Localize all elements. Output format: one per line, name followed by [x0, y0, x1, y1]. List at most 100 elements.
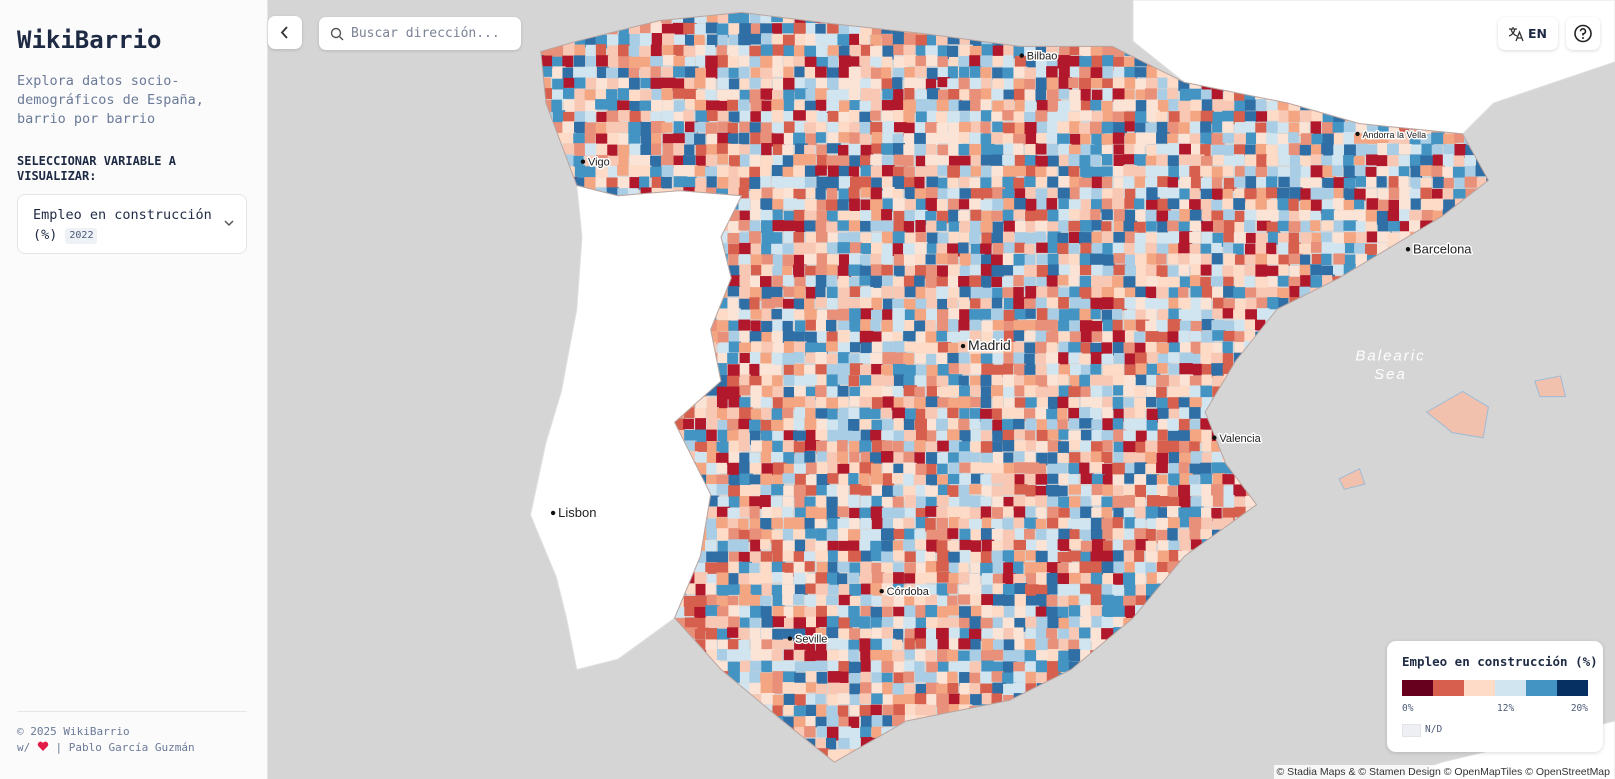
map-cell: [749, 231, 761, 245]
map-cell: [1465, 144, 1477, 156]
map-cell: [1245, 176, 1257, 190]
map-cell: [970, 166, 984, 177]
map-cell: [749, 572, 762, 586]
map-cell: [893, 89, 904, 103]
map-cell: [761, 143, 772, 156]
map-cell: [948, 452, 960, 464]
map-cell: [816, 507, 828, 522]
map-cell: [1300, 155, 1312, 169]
map-cell: [1079, 45, 1092, 58]
map-cell: [881, 165, 895, 177]
map-cell: [948, 363, 960, 374]
map-cell: [1002, 176, 1016, 191]
map-cell: [662, 45, 675, 56]
map-cell: [904, 210, 918, 222]
map-cell: [750, 320, 761, 333]
map-cell: [628, 132, 641, 145]
map-cell: [650, 23, 663, 36]
map-cell: [1079, 209, 1092, 221]
map-cell: [1102, 111, 1117, 123]
map-cell: [771, 133, 785, 147]
map-cell: [727, 418, 741, 433]
map-cell: [838, 254, 851, 268]
map-cell: [1245, 121, 1256, 135]
map-cell: [1222, 462, 1234, 474]
map-cell: [1311, 133, 1326, 145]
map-cell: [1090, 352, 1103, 365]
map-cell: [826, 210, 838, 222]
map-cell: [947, 253, 959, 266]
map-cell: [1299, 144, 1313, 157]
map-cell: [717, 408, 729, 422]
map-cell: [992, 78, 1005, 91]
map-cell: [1443, 177, 1454, 189]
map-cell: [1189, 188, 1200, 199]
map-cell: [1267, 231, 1281, 245]
map-cell: [1013, 506, 1026, 519]
map-cell: [838, 23, 852, 36]
map-cell: [837, 550, 851, 562]
map-cell: [1179, 529, 1190, 544]
map-cell: [749, 154, 761, 169]
map-cell: [1036, 242, 1050, 253]
map-cell: [1124, 188, 1139, 200]
map-cell: [1024, 254, 1036, 268]
map-cell: [761, 507, 775, 519]
map-cell: [1124, 198, 1138, 209]
map-cell: [992, 67, 1003, 81]
map-cell: [1299, 209, 1311, 221]
map-cell: [1080, 551, 1094, 564]
map-cell: [849, 155, 863, 167]
map-cell: [716, 143, 731, 154]
map-cell: [859, 473, 870, 487]
map-cell: [980, 342, 993, 357]
map-cell: [640, 89, 652, 101]
map-cell: [1080, 540, 1094, 555]
map-cell: [892, 407, 906, 421]
map-cell: [1135, 210, 1149, 222]
map-cell: [727, 221, 741, 234]
map-cell: [1013, 253, 1028, 268]
map-cell: [969, 77, 984, 89]
map-cell: [1355, 176, 1367, 187]
map-cell: [739, 485, 754, 499]
map-cell: [1200, 110, 1215, 124]
map-cell: [749, 297, 760, 310]
map-cell: [661, 67, 675, 78]
map-cell: [760, 419, 775, 434]
map-cell: [881, 275, 896, 287]
map-cell: [683, 595, 698, 609]
map-cell: [1134, 67, 1149, 78]
map-cell: [948, 496, 960, 509]
map-cell: [937, 440, 952, 452]
map-cell: [1014, 583, 1027, 597]
map-cell: [958, 199, 972, 210]
map-cell: [1179, 188, 1190, 200]
map-cell: [728, 551, 742, 565]
map-cell: [882, 298, 895, 311]
map-cell: [870, 529, 885, 542]
map-cell: [1233, 287, 1246, 299]
map-cell: [739, 506, 752, 518]
map-cell: [662, 100, 676, 111]
map-cell: [915, 155, 929, 167]
map-cell: [815, 297, 827, 308]
map-cell: [1035, 463, 1047, 477]
map-cell: [903, 155, 914, 167]
map-cell: [826, 529, 839, 542]
map-cell: [1047, 121, 1059, 133]
map-cell: [1288, 276, 1301, 291]
map-cell: [1145, 209, 1157, 224]
map-cell: [1069, 496, 1083, 509]
map-cell: [1068, 144, 1082, 155]
map-cell: [904, 77, 917, 90]
map-cell: [837, 495, 851, 509]
map-cell: [717, 342, 731, 355]
map-cell: [783, 56, 794, 69]
map-cell: [1025, 286, 1039, 299]
map-cell: [969, 111, 981, 125]
map-cell: [1080, 89, 1091, 102]
map-cell: [969, 89, 982, 103]
map-cell: [584, 122, 597, 135]
